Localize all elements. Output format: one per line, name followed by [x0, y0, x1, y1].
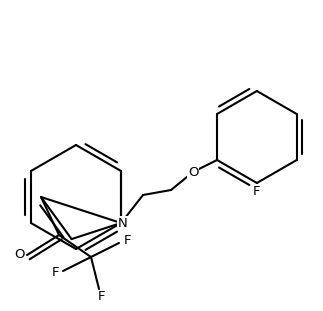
Text: O: O [14, 248, 24, 262]
Text: F: F [253, 184, 261, 197]
Text: N: N [118, 216, 128, 230]
Text: F: F [51, 267, 59, 280]
Text: F: F [97, 290, 105, 304]
Text: F: F [123, 234, 131, 248]
Text: O: O [188, 165, 198, 179]
